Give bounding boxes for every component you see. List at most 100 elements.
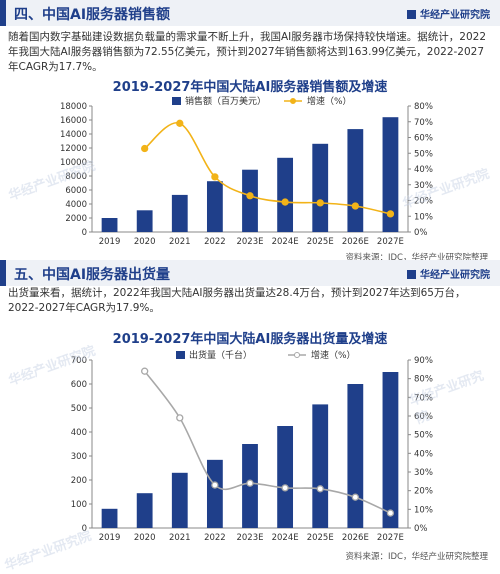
bar — [312, 143, 329, 232]
y-tick-label: 2000 — [65, 214, 87, 224]
x-tick-label: 2027E — [377, 533, 404, 543]
source-note-sales: 资料来源：IDC，华经产业研究院整理 — [345, 253, 489, 263]
y2-tick-label: 50% — [414, 431, 433, 441]
y2-tick-label: 70% — [414, 118, 433, 128]
header-accent-bar — [0, 0, 6, 26]
growth-point — [246, 479, 254, 487]
x-tick-label: 2021 — [169, 533, 191, 543]
bar — [382, 117, 399, 232]
growth-point — [386, 509, 395, 517]
bar — [347, 129, 364, 232]
y-tick-label: 0 — [82, 228, 87, 238]
y2-tick-label: 10% — [414, 212, 433, 222]
section-header-sales: 四、中国AI服务器销售额 华经产业研究院 — [0, 0, 500, 26]
x-tick-label: 2024E — [272, 237, 299, 247]
x-tick-label: 2026E — [342, 533, 369, 543]
brand-name: 华经产业研究院 — [420, 10, 490, 21]
x-tick-label: 2019 — [99, 533, 121, 543]
bar — [382, 372, 399, 528]
y2-tick-label: 0% — [414, 228, 428, 238]
y-tick-label: 14000 — [60, 130, 87, 140]
y-tick-label: 500 — [71, 404, 87, 414]
bar — [206, 459, 223, 528]
bar — [312, 404, 329, 528]
growth-point — [211, 481, 219, 489]
legend-swatch-bar — [172, 97, 181, 105]
brand-logo-icon — [407, 10, 416, 19]
growth-point — [316, 485, 324, 493]
y-tick-label: 12000 — [60, 144, 87, 154]
y2-tick-label: 30% — [414, 181, 433, 191]
y-tick-label: 700 — [71, 356, 87, 366]
y-tick-label: 18000 — [60, 102, 87, 112]
growth-point — [281, 484, 289, 492]
source-note-shipments: 资料来源：IDC，华经产业研究院整理 — [345, 552, 489, 562]
legend-label: 销售额（百万美元） — [185, 95, 266, 107]
y2-tick-label: 70% — [414, 393, 433, 403]
legend-label: 增速（%） — [307, 95, 352, 107]
x-tick-label: 2020 — [134, 237, 156, 247]
y-tick-label: 8000 — [65, 172, 87, 182]
x-tick-label: 2023E — [236, 237, 263, 247]
legend-label: 增速（%） — [311, 349, 356, 361]
y-tick-label: 400 — [71, 428, 87, 438]
section-header-shipments: 五、中国AI服务器出货量 华经产业研究院 — [0, 260, 500, 286]
y-tick-label: 300 — [71, 452, 87, 462]
bar — [171, 194, 188, 232]
bar — [242, 169, 258, 232]
growth-line — [144, 122, 391, 215]
y2-tick-label: 0% — [414, 524, 428, 534]
growth-point — [246, 192, 254, 200]
y2-tick-label: 20% — [414, 197, 433, 207]
x-tick-label: 2025E — [307, 533, 334, 543]
growth-point — [141, 144, 149, 153]
legend-swatch-bar — [176, 351, 185, 359]
bar — [277, 157, 294, 232]
legend-label: 出货量（千台） — [189, 349, 252, 361]
section-paragraph-sales: 随着国内数字基础建设数据负载量的需求量不断上升，我国AI服务器市场保持较快增速。… — [8, 31, 486, 73]
growth-point — [176, 414, 184, 422]
chart-title-sales: 2019-2027年中国大陆AI服务器销售额及增速 — [112, 80, 388, 95]
y2-tick-label: 80% — [414, 102, 433, 112]
x-tick-label: 2021 — [169, 237, 191, 247]
growth-point — [316, 199, 324, 207]
growth-point — [211, 173, 219, 181]
bar — [206, 181, 223, 232]
x-tick-label: 2024E — [272, 533, 299, 543]
growth-point — [386, 210, 395, 218]
brand-label: 华经产业研究院 — [407, 6, 490, 21]
y-tick-label: 200 — [71, 476, 87, 486]
section-paragraph-shipments: 出货量来看，据统计，2022年我国大陆AI服务器出货量达28.4万台，预计到20… — [8, 287, 466, 314]
section-title-sales: 四、中国AI服务器销售额 — [14, 7, 171, 23]
y2-tick-label: 90% — [414, 356, 433, 366]
y2-tick-label: 80% — [414, 375, 433, 385]
x-tick-label: 2022 — [204, 237, 226, 247]
bar — [277, 426, 294, 528]
section-title-shipments: 五、中国AI服务器出货量 — [14, 267, 171, 283]
x-tick-label: 2026E — [342, 237, 369, 247]
header-accent-bar — [0, 260, 6, 286]
growth-point — [281, 198, 289, 206]
y2-tick-label: 10% — [414, 505, 433, 515]
growth-point — [176, 119, 184, 127]
growth-point — [141, 367, 149, 375]
chart-title-shipments: 2019-2027年中国大陆AI服务器出货量及增速 — [112, 332, 388, 347]
y2-tick-label: 60% — [414, 134, 433, 144]
brand-label: 华经产业研究院 — [407, 266, 490, 281]
chart-sales: 0 2000 4000 6000 8000 10000 12000 14000 16000 180… — [60, 95, 433, 247]
y-tick-label: 600 — [71, 380, 87, 390]
bar — [347, 384, 364, 528]
growth-point — [351, 202, 359, 210]
x-tick-label: 2022 — [204, 533, 226, 543]
y2-tick-label: 20% — [414, 487, 433, 497]
y-tick-label: 16000 — [60, 116, 87, 126]
x-tick-label: 2025E — [307, 237, 334, 247]
y2-tick-label: 40% — [414, 165, 433, 175]
growth-line — [144, 370, 391, 514]
y-tick-label: 10000 — [60, 158, 87, 168]
legend-swatch-marker — [294, 352, 300, 358]
bar — [136, 493, 153, 528]
y2-tick-label: 30% — [414, 468, 433, 478]
y-tick-label: 0 — [82, 524, 87, 534]
chart-shipments: 0 100 200 300 400 500 600 700 0% 10% 20% 30% 40% 50% 6… — [71, 349, 433, 543]
